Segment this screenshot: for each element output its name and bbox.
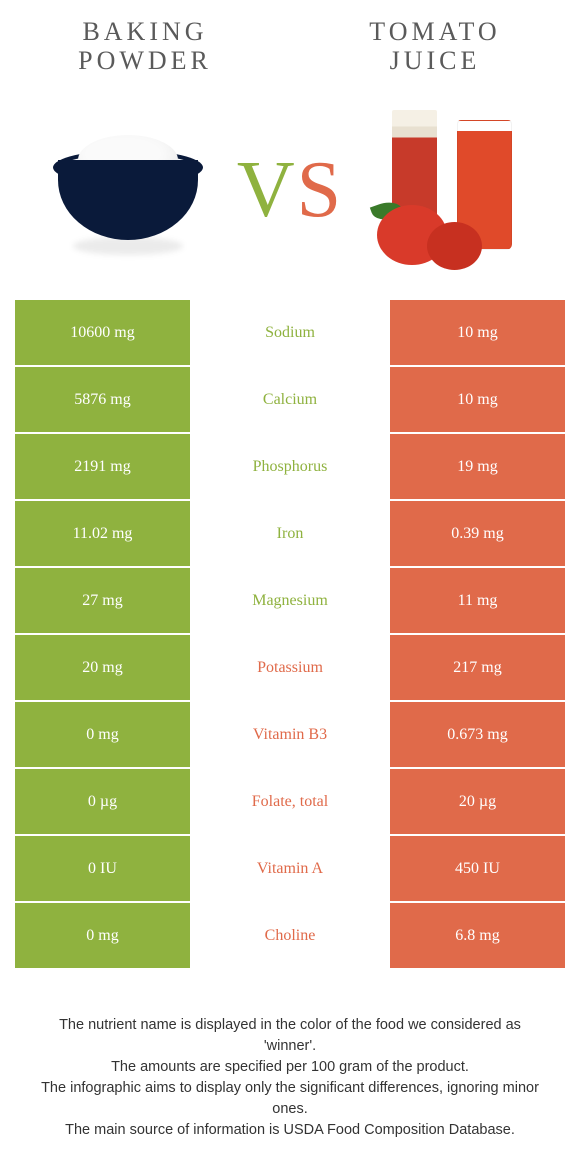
right-value: 11 mg [390, 568, 565, 633]
right-value: 0.673 mg [390, 702, 565, 767]
nutrient-label: Sodium [190, 300, 390, 365]
baking-powder-icon [43, 120, 213, 260]
nutrient-label: Calcium [190, 367, 390, 432]
footer-line: The amounts are specified per 100 gram o… [40, 1057, 540, 1078]
right-value: 19 mg [390, 434, 565, 499]
nutrient-label: Folate, total [190, 769, 390, 834]
nutrient-label: Choline [190, 903, 390, 968]
header: BAKINGPOWDER TOMATOJUICE [0, 0, 580, 90]
footer-line: The nutrient name is displayed in the co… [40, 1015, 540, 1057]
left-value: 20 mg [15, 635, 190, 700]
tomato-juice-icon [367, 105, 537, 275]
table-row: 11.02 mgIron0.39 mg [15, 501, 565, 566]
nutrient-label: Magnesium [190, 568, 390, 633]
right-food-image [343, 105, 560, 275]
right-food-header: TOMATOJUICE [290, 0, 580, 90]
table-row: 0 mgVitamin B30.673 mg [15, 702, 565, 767]
nutrient-table: 10600 mgSodium10 mg5876 mgCalcium10 mg21… [0, 300, 580, 968]
left-value: 0 IU [15, 836, 190, 901]
right-value: 0.39 mg [390, 501, 565, 566]
footer-line: The main source of information is USDA F… [40, 1120, 540, 1141]
right-value: 10 mg [390, 300, 565, 365]
footer-notes: The nutrient name is displayed in the co… [0, 970, 580, 1141]
right-value: 6.8 mg [390, 903, 565, 968]
right-value: 20 µg [390, 769, 565, 834]
table-row: 5876 mgCalcium10 mg [15, 367, 565, 432]
nutrient-label: Potassium [190, 635, 390, 700]
images-row: VS [0, 90, 580, 300]
left-value: 11.02 mg [15, 501, 190, 566]
right-value: 217 mg [390, 635, 565, 700]
left-value: 2191 mg [15, 434, 190, 499]
nutrient-label: Vitamin B3 [190, 702, 390, 767]
left-value: 0 mg [15, 903, 190, 968]
nutrient-label: Phosphorus [190, 434, 390, 499]
left-food-name: BAKINGPOWDER [0, 18, 290, 75]
table-row: 10600 mgSodium10 mg [15, 300, 565, 365]
vs-label: VS [237, 145, 343, 236]
table-row: 27 mgMagnesium11 mg [15, 568, 565, 633]
footer-line: The infographic aims to display only the… [40, 1078, 540, 1120]
nutrient-label: Iron [190, 501, 390, 566]
left-value: 5876 mg [15, 367, 190, 432]
left-food-image [20, 120, 237, 260]
table-row: 20 mgPotassium217 mg [15, 635, 565, 700]
table-row: 0 µgFolate, total20 µg [15, 769, 565, 834]
left-value: 27 mg [15, 568, 190, 633]
nutrient-label: Vitamin A [190, 836, 390, 901]
right-value: 10 mg [390, 367, 565, 432]
left-value: 0 mg [15, 702, 190, 767]
left-value: 10600 mg [15, 300, 190, 365]
left-food-header: BAKINGPOWDER [0, 0, 290, 90]
left-value: 0 µg [15, 769, 190, 834]
right-value: 450 IU [390, 836, 565, 901]
table-row: 0 IUVitamin A450 IU [15, 836, 565, 901]
table-row: 0 mgCholine6.8 mg [15, 903, 565, 968]
right-food-name: TOMATOJUICE [290, 18, 580, 75]
table-row: 2191 mgPhosphorus19 mg [15, 434, 565, 499]
